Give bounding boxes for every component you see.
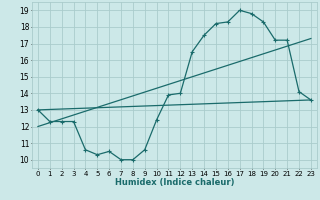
X-axis label: Humidex (Indice chaleur): Humidex (Indice chaleur) (115, 178, 234, 187)
